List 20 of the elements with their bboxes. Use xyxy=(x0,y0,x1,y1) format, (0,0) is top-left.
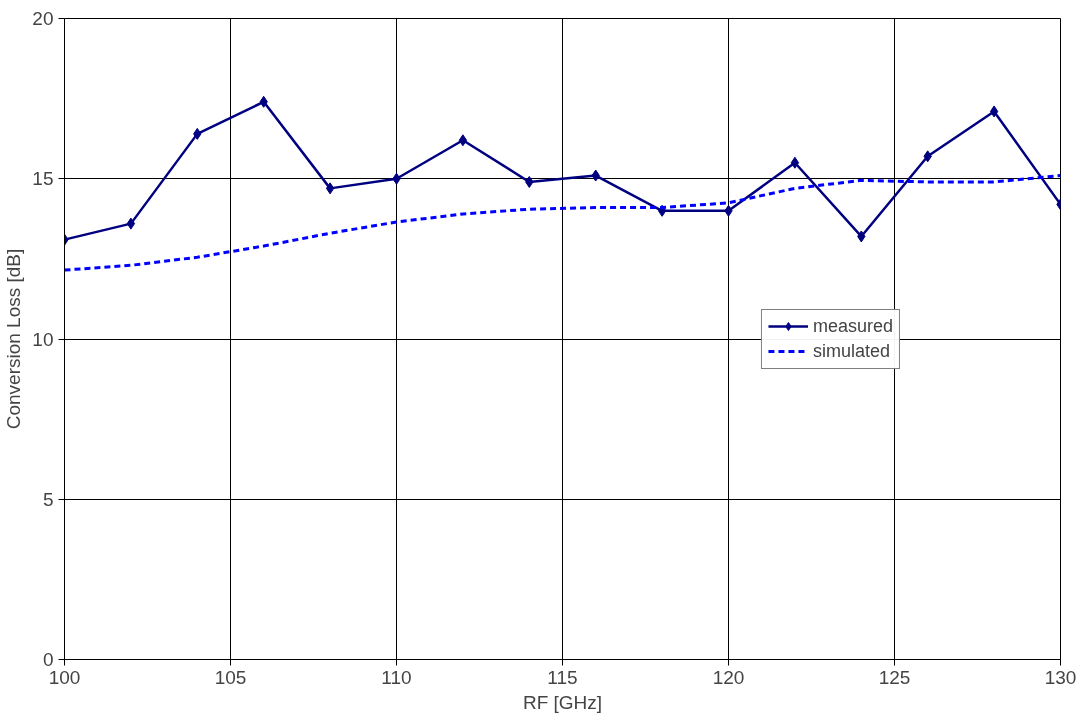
y-tick-label: 15 xyxy=(32,168,54,190)
x-tick-label: 120 xyxy=(712,666,745,688)
y-tick-label: 5 xyxy=(42,488,54,510)
y-tick-label: 20 xyxy=(32,8,54,29)
x-tick-label: 105 xyxy=(214,666,247,688)
x-tick-label: 110 xyxy=(381,666,412,688)
x-axis-title: RF [GHz] xyxy=(522,691,603,713)
legend-label: simulated xyxy=(812,340,890,362)
legend-label: measured xyxy=(812,315,893,337)
line-series xyxy=(64,174,1061,272)
point xyxy=(989,105,999,118)
point xyxy=(458,134,468,147)
y-tick-label: 10 xyxy=(32,328,54,350)
x-tick-label: 115 xyxy=(547,666,578,688)
point xyxy=(790,156,800,169)
x-tick-label: 125 xyxy=(878,666,911,688)
x-tick-label: 130 xyxy=(1044,666,1077,688)
y-axis-title: Conversion Loss [dB] xyxy=(3,248,25,430)
point xyxy=(325,182,335,195)
point xyxy=(126,217,136,230)
